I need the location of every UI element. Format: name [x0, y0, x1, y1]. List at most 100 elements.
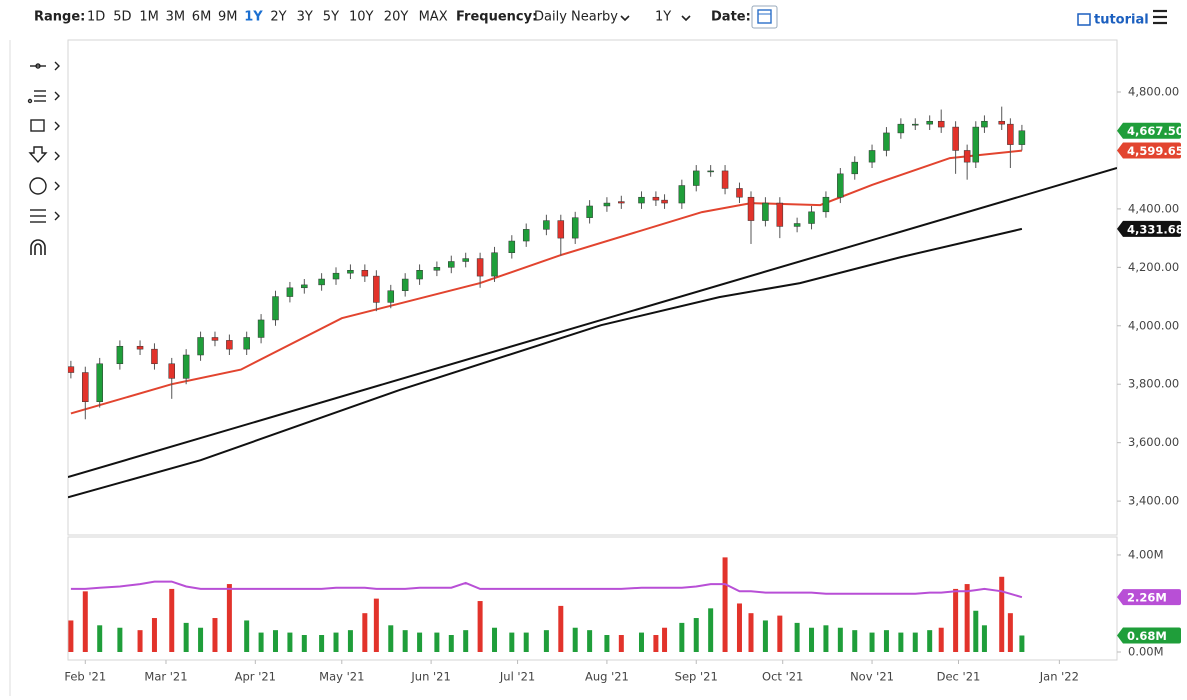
candle-body: [151, 348, 158, 365]
value-badge-label: 2.26M: [1127, 591, 1167, 605]
x-tick-label: Jul '21: [499, 670, 535, 684]
candle-body: [286, 287, 294, 297]
range-button[interactable]: 1D: [87, 10, 105, 25]
candle-body: [678, 185, 686, 204]
tutorial-link[interactable]: tutorial: [1094, 13, 1149, 28]
range-button[interactable]: 5D: [113, 10, 131, 25]
volume-bar: [938, 627, 944, 652]
range-button[interactable]: 3M: [166, 10, 186, 25]
range-button[interactable]: MAX: [419, 10, 448, 25]
volume-bar: [198, 627, 204, 652]
candle-body: [318, 278, 325, 286]
candle-body: [168, 363, 175, 379]
value-badge-label: 4,599.65: [1127, 144, 1184, 158]
volume-bar: [953, 588, 959, 652]
drawing-tools[interactable]: [27, 61, 60, 255]
value-badge: [1117, 142, 1181, 159]
range-button[interactable]: 1M: [139, 10, 159, 25]
candle-body: [211, 337, 219, 341]
volume-bar: [463, 630, 469, 652]
candle-body: [182, 354, 190, 379]
candle-body: [433, 267, 441, 271]
volume-bar: [999, 576, 1005, 652]
volume-bar: [604, 635, 610, 652]
price-panel: [67, 39, 1118, 536]
volume-bar: [679, 622, 685, 652]
volume-bar: [777, 615, 783, 652]
volume-bar: [587, 630, 593, 652]
candle-body: [747, 196, 755, 221]
range-button[interactable]: 9M: [218, 10, 238, 25]
candle-body: [387, 290, 395, 303]
x-tick-label: May '21: [319, 670, 364, 684]
candle-body: [491, 252, 498, 277]
candle-body: [926, 120, 933, 125]
calendar-button[interactable]: [751, 5, 778, 29]
range-button[interactable]: 5Y: [323, 10, 339, 25]
volume-bar: [809, 627, 815, 652]
frequency-label: Frequency:: [456, 10, 537, 25]
volume-bar: [183, 622, 189, 652]
x-tick-label: Jan '22: [1039, 670, 1079, 684]
volume-bar: [388, 625, 394, 652]
volume-bar: [212, 618, 218, 652]
candle-body: [332, 272, 340, 280]
volume-bar: [258, 632, 264, 652]
candle-body: [522, 229, 530, 242]
volume-bar: [618, 635, 624, 652]
volume-bar: [272, 630, 278, 652]
volume-bar: [82, 591, 88, 652]
candle-body: [1018, 130, 1026, 145]
range-button[interactable]: 20Y: [384, 10, 409, 25]
candle-body: [416, 270, 423, 280]
range-button[interactable]: 2Y: [270, 10, 286, 25]
volume-bar: [898, 632, 904, 652]
period-select[interactable]: 1Y: [655, 10, 671, 25]
volume-bar: [137, 630, 143, 652]
volume-bar: [333, 632, 339, 652]
volume-bar: [226, 584, 232, 652]
candle-body: [762, 202, 769, 221]
x-tick-label: Oct '21: [762, 670, 803, 684]
x-tick-label: Sep '21: [675, 670, 718, 684]
volume-bar: [558, 605, 564, 652]
candle-body: [998, 120, 1005, 125]
candle-body: [373, 275, 380, 303]
candle-body: [897, 123, 905, 134]
candle-body: [226, 340, 233, 350]
menu-button[interactable]: [1153, 9, 1167, 25]
candle-body: [136, 345, 144, 350]
y-tick-label: 3,600.00: [1128, 435, 1179, 449]
x-tick-label: Feb '21: [64, 670, 106, 684]
volume-panel: [67, 536, 1118, 661]
candle-body: [68, 366, 75, 373]
x-tick-label: Apr '21: [235, 670, 276, 684]
candle-body: [347, 270, 354, 274]
candle-body: [736, 188, 743, 198]
candle-body: [952, 126, 959, 151]
candle-body: [508, 240, 516, 253]
volume-bar: [347, 630, 353, 652]
range-button[interactable]: 6M: [192, 10, 212, 25]
volume-bar: [883, 630, 889, 652]
range-button[interactable]: 3Y: [297, 10, 313, 25]
volume-bar: [794, 622, 800, 652]
y-tick-label: 3,400.00: [1128, 494, 1179, 508]
line: [70, 580, 1023, 599]
frequency-select[interactable]: Daily Nearby: [534, 10, 618, 25]
y-tick-label: 4,400.00: [1128, 201, 1179, 215]
line: [68, 167, 1117, 479]
candle-body: [883, 132, 890, 151]
y-tick-label: 4,000.00: [1128, 318, 1179, 332]
volume-bar: [572, 627, 578, 652]
plot: [68, 106, 1117, 652]
value-badge: [1117, 220, 1181, 237]
candle-body: [557, 220, 565, 239]
range-button[interactable]: 1Y: [244, 10, 263, 25]
volume-bar: [319, 635, 325, 652]
candle-body: [603, 202, 611, 207]
range-button[interactable]: 10Y: [349, 10, 374, 25]
candle-body: [822, 196, 830, 213]
value-badge: [1117, 589, 1181, 606]
volume-bar: [373, 598, 379, 652]
